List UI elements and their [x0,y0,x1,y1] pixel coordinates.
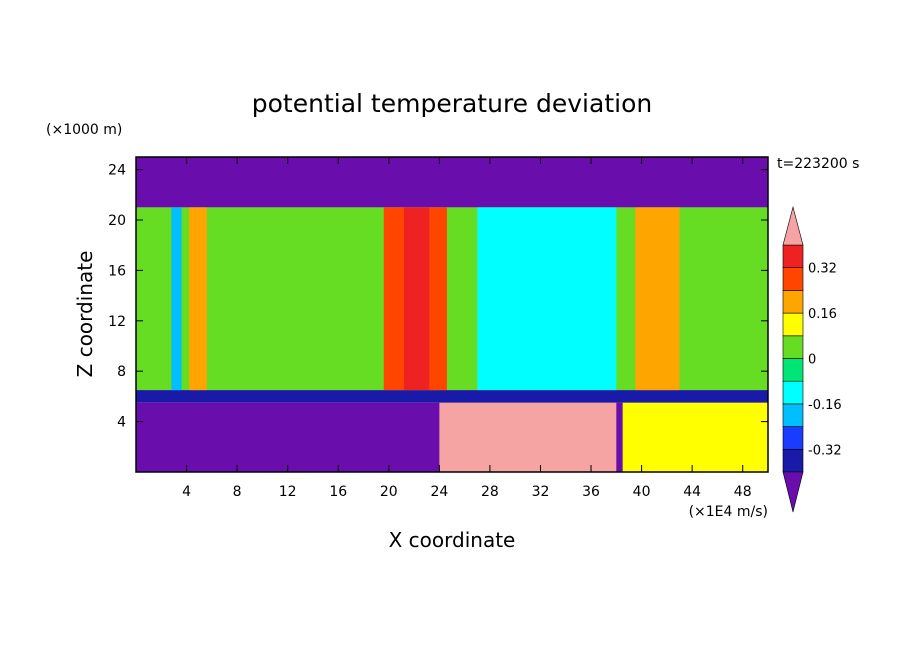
x-tick-label: 20 [380,484,398,500]
time-label: t=223200 s [777,156,859,172]
field-region-6 [189,207,207,391]
colorbar-swatch [782,403,804,427]
x-tick-label: 4 [182,484,191,500]
y-tick-label: 12 [108,314,126,330]
x-tick-label: 32 [532,484,550,500]
colorbar-swatch [782,448,804,473]
x-tick-label: 40 [633,484,651,500]
x-tick-label: 24 [430,484,448,500]
colorbar-swatch [782,358,804,382]
colorbar-swatch [782,244,804,269]
colorbar-swatch [782,290,804,314]
x-tick-label: 28 [481,484,499,500]
y-unit-label: (×1000 m) [46,122,122,138]
colorbar-label: 0 [808,353,816,368]
colorbar-label: 0.16 [808,307,837,322]
colorbar-swatch [782,426,804,450]
field-region-10 [635,207,680,391]
colorbar-swatch [782,267,804,291]
y-tick-label: 20 [108,213,126,229]
field-region-3 [136,390,768,403]
colorbar-swatch [782,335,804,359]
x-tick-label: 12 [279,484,297,500]
x-tick-label: 16 [329,484,347,500]
x-tick-label: 48 [734,484,752,500]
y-tick-label: 24 [108,163,126,179]
heatmap-area [136,157,768,472]
x-tick-label: 44 [683,484,701,500]
y-tick-label: 16 [108,263,126,279]
field-region-5 [171,207,182,391]
x-unit-label: (×1E4 m/s) [689,504,768,520]
x-axis-label: X coordinate [389,528,516,552]
colorbar: 0.32 0.16 0 -0.16 -0.32 [782,205,842,513]
field-region-8 [403,207,430,391]
y-axis-label: Z coordinate [73,251,97,378]
colorbar-swatch [782,312,804,337]
colorbar-label: 0.32 [808,262,837,277]
plot-frame [135,156,769,473]
x-axis: 4 8 12 16 20 24 28 32 36 40 44 48 [182,157,752,500]
x-tick-label: 8 [233,484,242,500]
field-region-11 [439,402,617,472]
y-axis: 4 8 12 16 20 24 [108,163,768,431]
colorbar-label: -0.32 [808,443,842,458]
colorbar-swatch [782,380,804,405]
field-region-9 [477,207,617,391]
field-region-1 [136,157,768,208]
colorbar-min-arrow [782,471,804,513]
colorbar-max-arrow [782,205,804,246]
field-region-12 [622,402,768,472]
y-tick-label: 4 [117,415,126,431]
x-tick-label: 36 [582,484,600,500]
y-tick-label: 8 [117,364,126,380]
colorbar-label: -0.16 [808,398,842,413]
chart-title: potential temperature deviation [252,89,652,118]
